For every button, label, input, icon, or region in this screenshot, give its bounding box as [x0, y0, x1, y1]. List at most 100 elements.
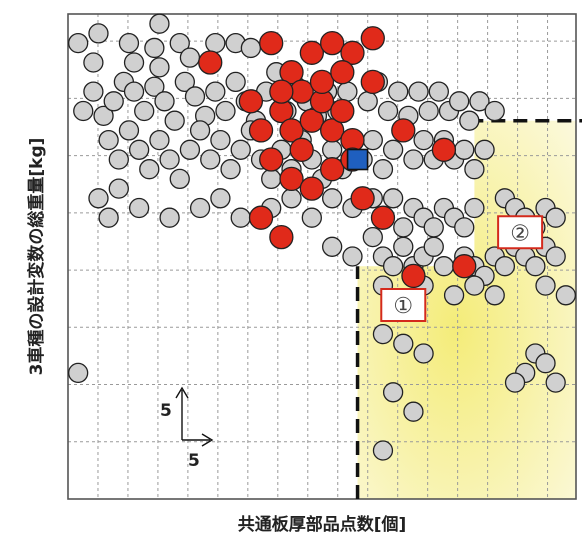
region-callout-box — [497, 215, 544, 250]
plot-frame-layer — [67, 13, 577, 500]
data-point-red — [259, 147, 284, 172]
data-point-gray — [108, 178, 129, 199]
data-point-gray — [98, 129, 119, 151]
data-point-red — [431, 137, 457, 162]
data-point-red — [299, 176, 324, 201]
data-point-red — [370, 205, 396, 230]
threshold-layer — [355, 118, 582, 499]
data-point-gray — [144, 76, 165, 97]
data-point-gray — [454, 217, 475, 238]
data-point-red — [350, 186, 375, 211]
data-point-gray — [184, 86, 206, 107]
data-point-marker-square — [346, 148, 369, 171]
data-point-gray — [215, 100, 236, 122]
data-point-gray — [83, 81, 104, 102]
data-point-gray — [388, 81, 409, 102]
data-point-gray — [459, 110, 480, 131]
data-point-gray — [357, 91, 378, 112]
data-point-gray — [154, 91, 175, 112]
data-point-gray — [159, 149, 180, 170]
data-point-gray — [393, 236, 414, 257]
data-point-gray — [403, 149, 424, 170]
data-point-gray — [128, 197, 150, 219]
data-point-gray — [210, 188, 231, 209]
data-point-gray — [474, 139, 495, 160]
data-point-gray — [139, 159, 160, 180]
data-point-gray — [73, 100, 94, 122]
data-point-gray — [149, 129, 170, 151]
data-point-gray — [382, 188, 404, 209]
data-point-gray — [164, 110, 185, 131]
data-point-gray — [494, 256, 516, 277]
data-point-gray — [449, 91, 470, 112]
region-callout-label: ② — [510, 221, 530, 246]
labels-layer: ① ② 共通板厚部品点数[個] 3車種の設計変数の総重量[kg] — [26, 138, 544, 535]
scale-y-label: 5 — [160, 401, 172, 421]
data-point-red — [289, 137, 314, 162]
data-point-gray — [423, 217, 444, 238]
data-point-gray — [362, 129, 383, 151]
data-point-red — [401, 263, 426, 289]
data-point-gray — [144, 37, 165, 59]
data-point-gray — [189, 197, 211, 219]
data-point-gray — [382, 139, 404, 160]
data-point-gray — [230, 207, 251, 228]
points-layer — [68, 13, 576, 461]
data-point-gray — [123, 81, 145, 102]
data-point-gray — [428, 81, 449, 102]
data-point-gray — [68, 362, 89, 384]
data-point-gray — [545, 207, 566, 228]
data-point-red — [360, 69, 385, 95]
data-point-gray — [555, 285, 576, 306]
data-point-gray — [464, 275, 485, 296]
data-point-gray — [88, 23, 109, 44]
data-point-red — [248, 205, 274, 230]
data-point-gray — [464, 159, 485, 180]
data-point-gray — [205, 81, 226, 102]
scale-arrowhead-right — [201, 433, 214, 447]
data-point-gray — [408, 81, 429, 102]
data-point-gray — [469, 91, 490, 112]
data-point-red — [289, 79, 314, 104]
data-point-gray — [149, 13, 170, 34]
data-point-red — [248, 118, 274, 143]
data-point-red — [299, 40, 324, 65]
data-point-gray — [174, 71, 195, 93]
data-point-red — [320, 30, 345, 56]
data-point-red — [360, 26, 385, 51]
data-point-gray — [118, 120, 140, 141]
data-point-gray — [382, 256, 404, 277]
region-callout-box — [380, 288, 427, 322]
scale-indicator-layer: 55 — [160, 386, 214, 471]
data-point-gray — [88, 188, 109, 209]
data-point-red — [269, 224, 294, 250]
data-point-gray — [382, 382, 404, 403]
data-point-gray — [179, 47, 201, 68]
data-point-gray — [545, 246, 566, 267]
data-point-gray — [230, 139, 251, 160]
data-point-gray — [377, 100, 399, 122]
data-point-red — [279, 166, 304, 192]
data-point-gray — [179, 139, 201, 160]
data-point-red — [330, 98, 355, 124]
data-point-gray — [393, 333, 414, 354]
data-point-gray — [322, 236, 343, 257]
plot-frame — [67, 13, 577, 500]
data-point-gray — [484, 285, 505, 306]
data-point-gray — [545, 372, 566, 393]
data-point-red — [198, 50, 223, 75]
data-point-gray — [149, 57, 170, 78]
data-point-red — [309, 69, 335, 95]
region-callout-label: ① — [393, 294, 413, 319]
data-point-gray — [189, 120, 211, 141]
data-point-gray — [261, 168, 282, 190]
data-point-gray — [108, 149, 129, 170]
data-point-gray — [443, 285, 465, 306]
data-point-gray — [535, 353, 556, 374]
data-point-gray — [372, 440, 394, 461]
data-point-red — [238, 89, 264, 114]
data-point-gray — [103, 91, 124, 112]
data-point-gray — [205, 32, 226, 54]
data-point-gray — [225, 71, 246, 93]
